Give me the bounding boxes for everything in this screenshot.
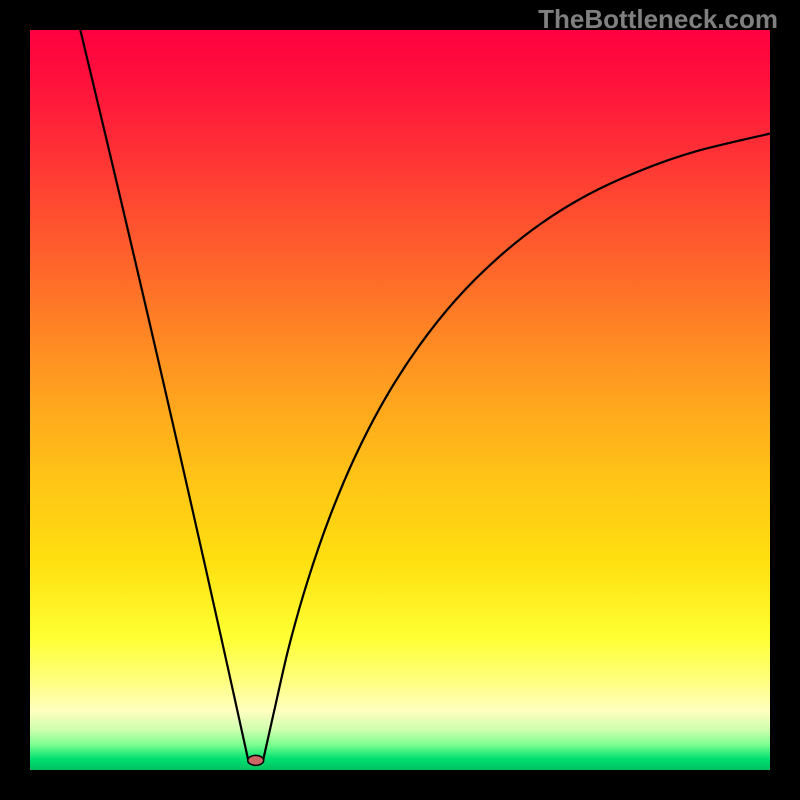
chart-svg — [30, 30, 770, 770]
chart-plot-area — [30, 30, 770, 770]
plot-background — [30, 30, 770, 770]
minimum-marker — [248, 755, 264, 765]
watermark-label: TheBottleneck.com — [538, 4, 778, 35]
